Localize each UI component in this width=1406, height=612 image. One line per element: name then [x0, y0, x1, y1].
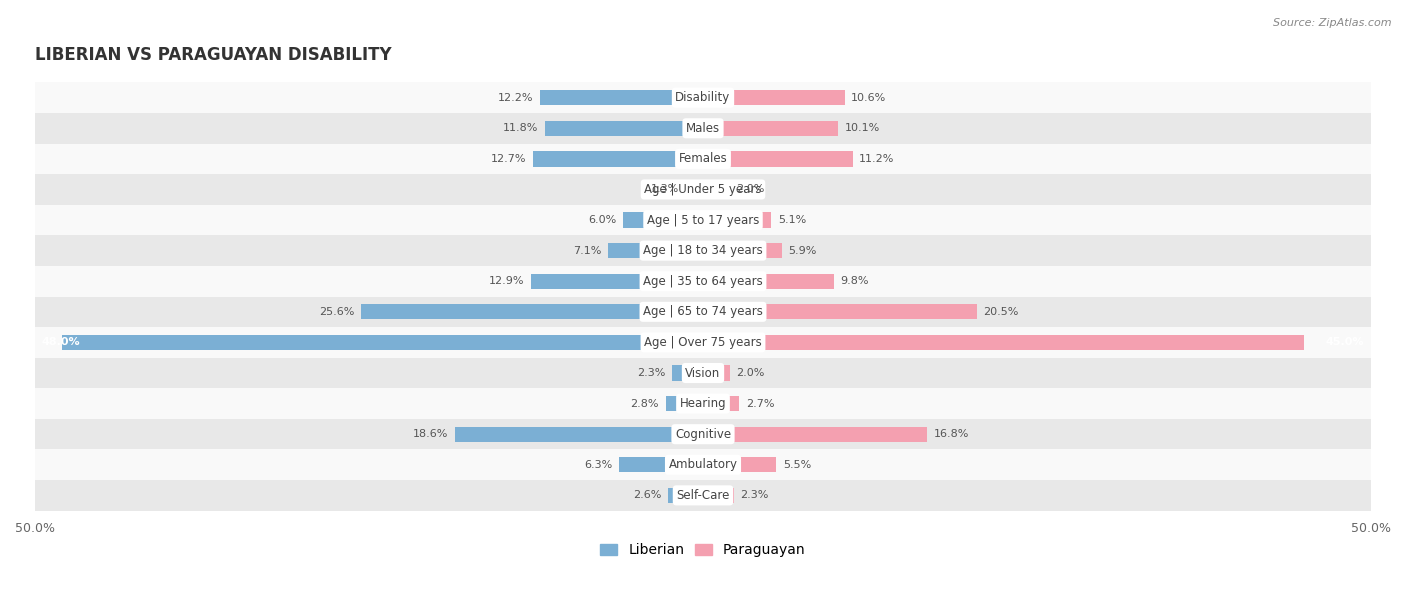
Bar: [35, 113, 1371, 144]
Bar: [619, 457, 703, 472]
Bar: [35, 358, 1371, 388]
Bar: [703, 304, 977, 319]
Text: 2.7%: 2.7%: [745, 398, 775, 409]
Text: 12.9%: 12.9%: [488, 276, 524, 286]
Bar: [703, 274, 834, 289]
Text: 6.0%: 6.0%: [588, 215, 616, 225]
Bar: [668, 488, 703, 503]
Text: 7.1%: 7.1%: [574, 245, 602, 256]
Text: 1.3%: 1.3%: [651, 184, 679, 195]
Bar: [35, 205, 1371, 236]
Text: 10.6%: 10.6%: [851, 92, 887, 103]
Bar: [703, 335, 1305, 350]
Text: Males: Males: [686, 122, 720, 135]
Bar: [703, 151, 852, 166]
Text: Ambulatory: Ambulatory: [668, 458, 738, 471]
Text: 9.8%: 9.8%: [841, 276, 869, 286]
Text: 2.0%: 2.0%: [737, 184, 765, 195]
Text: Age | Over 75 years: Age | Over 75 years: [644, 336, 762, 349]
Bar: [35, 266, 1371, 297]
Text: Self-Care: Self-Care: [676, 489, 730, 502]
Text: LIBERIAN VS PARAGUAYAN DISABILITY: LIBERIAN VS PARAGUAYAN DISABILITY: [35, 46, 392, 64]
Bar: [35, 297, 1371, 327]
Text: 12.2%: 12.2%: [498, 92, 533, 103]
Text: 48.0%: 48.0%: [42, 337, 80, 348]
Legend: Liberian, Paraguayan: Liberian, Paraguayan: [595, 537, 811, 562]
Text: 10.1%: 10.1%: [845, 123, 880, 133]
Text: 25.6%: 25.6%: [319, 307, 354, 317]
Text: 5.9%: 5.9%: [789, 245, 817, 256]
Text: 6.3%: 6.3%: [583, 460, 612, 470]
Text: Disability: Disability: [675, 91, 731, 104]
Bar: [533, 151, 703, 166]
Text: Age | Under 5 years: Age | Under 5 years: [644, 183, 762, 196]
Bar: [530, 274, 703, 289]
Text: 5.5%: 5.5%: [783, 460, 811, 470]
Bar: [62, 335, 703, 350]
Bar: [703, 212, 770, 228]
Bar: [35, 480, 1371, 510]
Text: 11.2%: 11.2%: [859, 154, 894, 164]
Bar: [665, 396, 703, 411]
Text: 11.8%: 11.8%: [503, 123, 538, 133]
Text: Females: Females: [679, 152, 727, 165]
Text: Hearing: Hearing: [679, 397, 727, 410]
Bar: [361, 304, 703, 319]
Bar: [35, 419, 1371, 449]
Bar: [703, 182, 730, 197]
Bar: [623, 212, 703, 228]
Bar: [703, 427, 928, 442]
Bar: [35, 144, 1371, 174]
Text: 2.8%: 2.8%: [630, 398, 659, 409]
Bar: [703, 457, 776, 472]
Bar: [703, 365, 730, 381]
Bar: [609, 243, 703, 258]
Text: 12.7%: 12.7%: [491, 154, 527, 164]
Text: Age | 65 to 74 years: Age | 65 to 74 years: [643, 305, 763, 318]
Bar: [35, 327, 1371, 358]
Text: Vision: Vision: [685, 367, 721, 379]
Text: 20.5%: 20.5%: [984, 307, 1019, 317]
Bar: [703, 243, 782, 258]
Bar: [35, 236, 1371, 266]
Text: Cognitive: Cognitive: [675, 428, 731, 441]
Bar: [454, 427, 703, 442]
Text: 5.1%: 5.1%: [778, 215, 806, 225]
Text: 2.3%: 2.3%: [741, 490, 769, 501]
Text: Age | 35 to 64 years: Age | 35 to 64 years: [643, 275, 763, 288]
Text: 16.8%: 16.8%: [934, 429, 970, 439]
Bar: [703, 90, 845, 105]
Bar: [703, 488, 734, 503]
Text: 45.0%: 45.0%: [1326, 337, 1364, 348]
Text: Age | 5 to 17 years: Age | 5 to 17 years: [647, 214, 759, 226]
Bar: [540, 90, 703, 105]
Bar: [35, 83, 1371, 113]
Bar: [35, 449, 1371, 480]
Text: 2.6%: 2.6%: [633, 490, 662, 501]
Bar: [686, 182, 703, 197]
Bar: [35, 388, 1371, 419]
Bar: [703, 396, 740, 411]
Bar: [546, 121, 703, 136]
Text: Age | 18 to 34 years: Age | 18 to 34 years: [643, 244, 763, 257]
Bar: [703, 121, 838, 136]
Bar: [672, 365, 703, 381]
Text: 2.3%: 2.3%: [637, 368, 665, 378]
Text: Source: ZipAtlas.com: Source: ZipAtlas.com: [1274, 18, 1392, 28]
Text: 18.6%: 18.6%: [412, 429, 449, 439]
Text: 2.0%: 2.0%: [737, 368, 765, 378]
Bar: [35, 174, 1371, 205]
